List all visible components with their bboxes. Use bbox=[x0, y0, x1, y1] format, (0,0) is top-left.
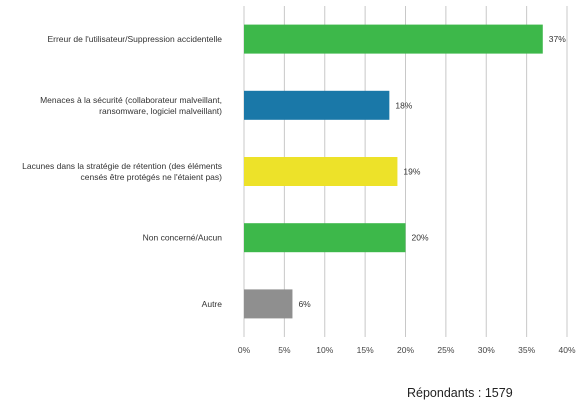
data-label-3: 19% bbox=[403, 167, 420, 177]
bar-3 bbox=[244, 157, 398, 186]
x-tick-label: 10% bbox=[316, 345, 333, 355]
category-label-4: Non concerné/Aucun bbox=[143, 233, 223, 243]
data-label-2: 18% bbox=[395, 100, 412, 110]
x-tick-label: 30% bbox=[478, 345, 495, 355]
category-label-2: Menaces à la sécurité (collaborateur mal… bbox=[40, 95, 222, 116]
grid-lines bbox=[243, 6, 568, 337]
bar-chart: Erreur de l'utilisateur/Suppression acci… bbox=[22, 6, 576, 355]
x-tick-label: 40% bbox=[558, 345, 575, 355]
bar-4 bbox=[244, 223, 406, 253]
category-label-5: Autre bbox=[202, 299, 223, 309]
x-tick-label: 20% bbox=[397, 345, 414, 355]
data-label-5: 6% bbox=[298, 299, 311, 309]
x-tick-labels: 0% 5% 10% 15% 20% 25% 30% 35% 40% bbox=[238, 345, 576, 355]
category-label-3: Lacunes dans la stratégie de rétention (… bbox=[22, 161, 222, 182]
bar-1 bbox=[244, 24, 543, 54]
data-labels: 37% 18% 19% 20% 6% bbox=[298, 34, 566, 309]
x-tick-label: 25% bbox=[437, 345, 454, 355]
x-tick-label: 15% bbox=[357, 345, 374, 355]
bars bbox=[244, 24, 543, 319]
x-tick-label: 0% bbox=[238, 345, 251, 355]
data-label-1: 37% bbox=[549, 34, 566, 44]
x-tick-label: 5% bbox=[278, 345, 291, 355]
category-labels: Erreur de l'utilisateur/Suppression acci… bbox=[22, 34, 222, 309]
respondents-note: Répondants : 1579 bbox=[407, 386, 513, 400]
bar-2 bbox=[244, 90, 390, 120]
x-tick-label: 35% bbox=[518, 345, 535, 355]
bar-5 bbox=[244, 289, 293, 319]
category-label-1: Erreur de l'utilisateur/Suppression acci… bbox=[47, 34, 222, 44]
data-label-4: 20% bbox=[412, 233, 429, 243]
